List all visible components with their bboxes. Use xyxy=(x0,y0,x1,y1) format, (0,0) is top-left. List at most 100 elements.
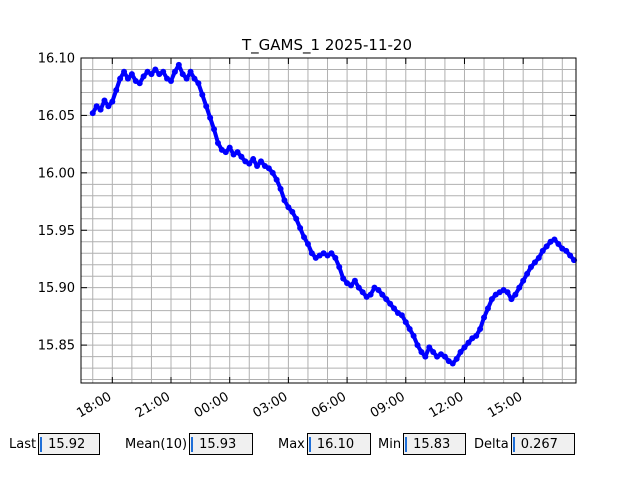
data-point xyxy=(97,106,104,113)
data-point xyxy=(477,326,484,333)
data-point xyxy=(152,66,159,73)
x-tick-label: 15:00 xyxy=(485,389,525,421)
data-point xyxy=(387,300,394,307)
data-point xyxy=(398,312,405,319)
data-point xyxy=(336,264,343,271)
data-point xyxy=(512,291,519,298)
stat-last-field[interactable]: 15.92 xyxy=(38,433,101,455)
stat-delta-label: Delta xyxy=(474,436,509,452)
chart: T_GAMS_1 2025-11-20 18:00 21:00 00:00 03:00… xyxy=(38,36,578,421)
data-point xyxy=(293,215,300,222)
data-point xyxy=(179,71,186,78)
data-point xyxy=(422,353,429,360)
stat-last: Last 15.92 xyxy=(9,432,101,456)
data-point xyxy=(289,208,296,215)
text-cursor-icon xyxy=(308,436,311,452)
data-point xyxy=(124,75,131,82)
data-point xyxy=(297,224,304,231)
data-point xyxy=(191,75,198,82)
data-point xyxy=(516,284,523,291)
data-point xyxy=(105,103,112,110)
data-point xyxy=(473,332,480,339)
x-tick-label: 12:00 xyxy=(427,389,467,421)
data-point xyxy=(430,348,437,355)
text-cursor-icon xyxy=(40,436,43,452)
y-tick-label: 16.00 xyxy=(38,166,75,181)
data-point xyxy=(187,68,194,75)
data-point xyxy=(555,241,562,248)
text-cursor-icon xyxy=(191,436,194,452)
data-point xyxy=(488,296,495,303)
x-tick-label: 21:00 xyxy=(133,389,173,421)
data-point xyxy=(117,75,124,82)
series-path xyxy=(90,62,576,366)
data-point xyxy=(465,339,472,346)
data-point xyxy=(406,326,413,333)
data-point xyxy=(113,87,120,94)
data-point xyxy=(168,77,174,84)
data-point xyxy=(383,296,390,303)
data-point xyxy=(524,270,531,277)
data-point xyxy=(391,305,398,312)
data-point xyxy=(453,355,460,362)
data-point xyxy=(402,319,409,326)
data-point xyxy=(375,286,382,293)
stat-last-label: Last xyxy=(9,436,37,452)
x-tick-label: 00:00 xyxy=(192,389,232,421)
stat-mean-field[interactable]: 15.93 xyxy=(189,433,254,455)
data-point xyxy=(269,169,276,176)
data-point xyxy=(128,71,135,78)
data-point xyxy=(285,204,292,211)
series-line xyxy=(89,61,578,367)
data-point xyxy=(304,241,311,248)
data-point xyxy=(199,91,206,98)
stat-min-label: Min xyxy=(378,436,402,452)
x-axis: 18:00 21:00 00:00 03:00 06:00 09:00 12:00 15:00 xyxy=(74,58,525,421)
data-point xyxy=(348,282,354,289)
data-point xyxy=(426,344,433,351)
stat-delta-field[interactable]: 0.267 xyxy=(510,433,575,455)
data-point xyxy=(234,149,241,156)
data-point xyxy=(203,103,210,110)
data-point xyxy=(520,277,527,284)
stat-min-field[interactable]: 15.83 xyxy=(403,433,467,455)
data-point xyxy=(551,236,558,243)
data-point xyxy=(93,103,100,110)
data-point xyxy=(528,264,534,271)
data-point xyxy=(246,160,253,167)
y-tick-label: 15.95 xyxy=(38,224,75,239)
data-point xyxy=(89,110,96,117)
data-point xyxy=(238,153,245,160)
data-point xyxy=(183,75,190,82)
y-tick-label: 16.05 xyxy=(38,109,75,124)
data-point xyxy=(328,250,335,257)
data-point xyxy=(418,348,425,355)
data-point xyxy=(301,234,308,241)
stat-max-field[interactable]: 16.10 xyxy=(306,433,371,455)
data-point xyxy=(148,71,155,78)
stat-delta-value: 0.267 xyxy=(520,436,558,452)
data-point xyxy=(214,139,221,146)
data-point xyxy=(414,342,421,349)
x-tick-label: 18:00 xyxy=(74,389,114,421)
data-point xyxy=(367,291,374,298)
data-point xyxy=(308,250,315,257)
data-point xyxy=(211,126,218,133)
data-point xyxy=(457,348,464,355)
grid xyxy=(81,57,576,383)
x-tick-label: 06:00 xyxy=(309,389,349,421)
data-point xyxy=(535,254,542,261)
y-axis: 16.10 16.05 16.00 15.95 15.90 15.85 xyxy=(38,52,576,354)
stat-max-value: 16.10 xyxy=(316,436,355,452)
data-point xyxy=(250,156,257,163)
text-cursor-icon xyxy=(512,436,515,452)
data-point xyxy=(379,291,386,298)
data-point xyxy=(410,332,417,339)
data-point xyxy=(481,314,488,321)
data-point xyxy=(109,98,116,105)
data-point xyxy=(563,247,570,254)
data-point xyxy=(543,243,550,250)
stat-min-value: 15.83 xyxy=(413,436,451,452)
y-tick-label: 16.10 xyxy=(38,52,75,67)
data-point xyxy=(359,289,366,296)
